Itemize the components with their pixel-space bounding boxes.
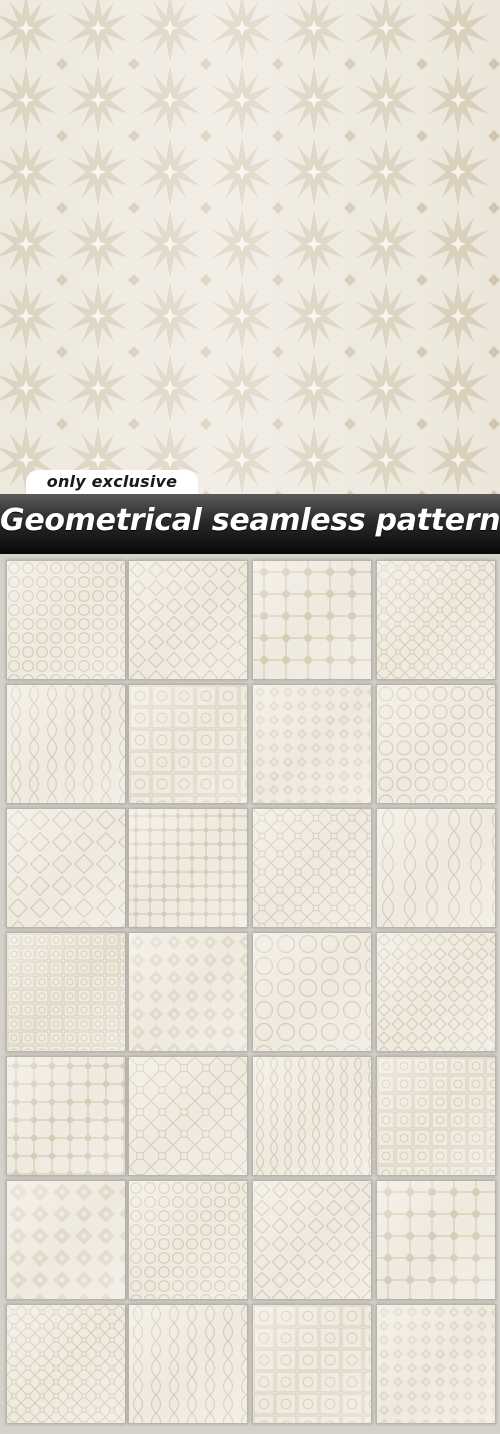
geometric-pattern-icon <box>7 561 125 679</box>
page-title: Geometrical seamless pattern 2 <box>0 503 500 538</box>
geometric-pattern-icon <box>253 809 371 927</box>
hero-pattern-preview <box>0 0 500 496</box>
pattern-thumbnail <box>252 1304 372 1424</box>
title-banner: Geometrical seamless pattern 2 <box>0 494 500 554</box>
geometric-pattern-icon <box>253 1057 371 1175</box>
pattern-thumbnail <box>128 684 248 804</box>
geometric-pattern-icon <box>253 561 371 679</box>
geometric-pattern-icon <box>129 1305 247 1423</box>
geometric-pattern-icon <box>7 933 125 1051</box>
geometric-pattern-icon <box>377 561 495 679</box>
geometric-pattern-icon <box>253 933 371 1051</box>
pattern-thumbnail <box>6 1180 126 1300</box>
geometric-pattern-icon <box>7 1057 125 1175</box>
pattern-thumbnail <box>128 560 248 680</box>
geometric-pattern-icon <box>129 685 247 803</box>
pattern-thumbnail <box>6 932 126 1052</box>
geometric-pattern-icon <box>129 933 247 1051</box>
geometric-pattern-icon <box>253 685 371 803</box>
pattern-thumbnail <box>252 932 372 1052</box>
pattern-thumbnail <box>128 1056 248 1176</box>
pattern-thumbnail <box>6 1056 126 1176</box>
pattern-thumbnail <box>376 932 496 1052</box>
thumbnail-grid <box>0 554 500 1434</box>
seamless-pattern-image <box>0 0 500 496</box>
geometric-pattern-icon <box>377 933 495 1051</box>
pattern-thumbnail <box>376 1180 496 1300</box>
pattern-thumbnail <box>376 1304 496 1424</box>
pattern-thumbnail <box>6 684 126 804</box>
pattern-thumbnail <box>6 560 126 680</box>
pattern-thumbnail <box>252 684 372 804</box>
badge-label: only exclusive <box>46 472 178 491</box>
geometric-pattern-icon <box>129 1181 247 1299</box>
pattern-thumbnail <box>252 1180 372 1300</box>
pattern-thumbnail <box>252 560 372 680</box>
pattern-thumbnail <box>252 1056 372 1176</box>
geometric-pattern-icon <box>253 1305 371 1423</box>
pattern-thumbnail <box>6 1304 126 1424</box>
pattern-thumbnail <box>128 932 248 1052</box>
geometric-pattern-icon <box>129 1057 247 1175</box>
geometric-pattern-icon <box>377 1181 495 1299</box>
geometric-pattern-icon <box>377 685 495 803</box>
geometric-pattern-icon <box>253 1181 371 1299</box>
pattern-thumbnail <box>376 684 496 804</box>
pattern-thumbnail <box>252 808 372 928</box>
pattern-thumbnail <box>128 1304 248 1424</box>
geometric-pattern-icon <box>7 809 125 927</box>
geometric-pattern-icon <box>377 809 495 927</box>
geometric-pattern-icon <box>129 561 247 679</box>
pattern-thumbnail <box>376 1056 496 1176</box>
geometric-pattern-icon <box>377 1057 495 1175</box>
pattern-thumbnail <box>376 560 496 680</box>
only-exclusive-badge: only exclusive <box>26 470 198 494</box>
geometric-pattern-icon <box>7 685 125 803</box>
geometric-pattern-icon <box>377 1305 495 1423</box>
geometric-pattern-icon <box>129 809 247 927</box>
pattern-thumbnail <box>128 1180 248 1300</box>
pattern-thumbnail <box>376 808 496 928</box>
pattern-thumbnail <box>128 808 248 928</box>
pattern-thumbnail <box>6 808 126 928</box>
geometric-pattern-icon <box>7 1305 125 1423</box>
geometric-pattern-icon <box>7 1181 125 1299</box>
